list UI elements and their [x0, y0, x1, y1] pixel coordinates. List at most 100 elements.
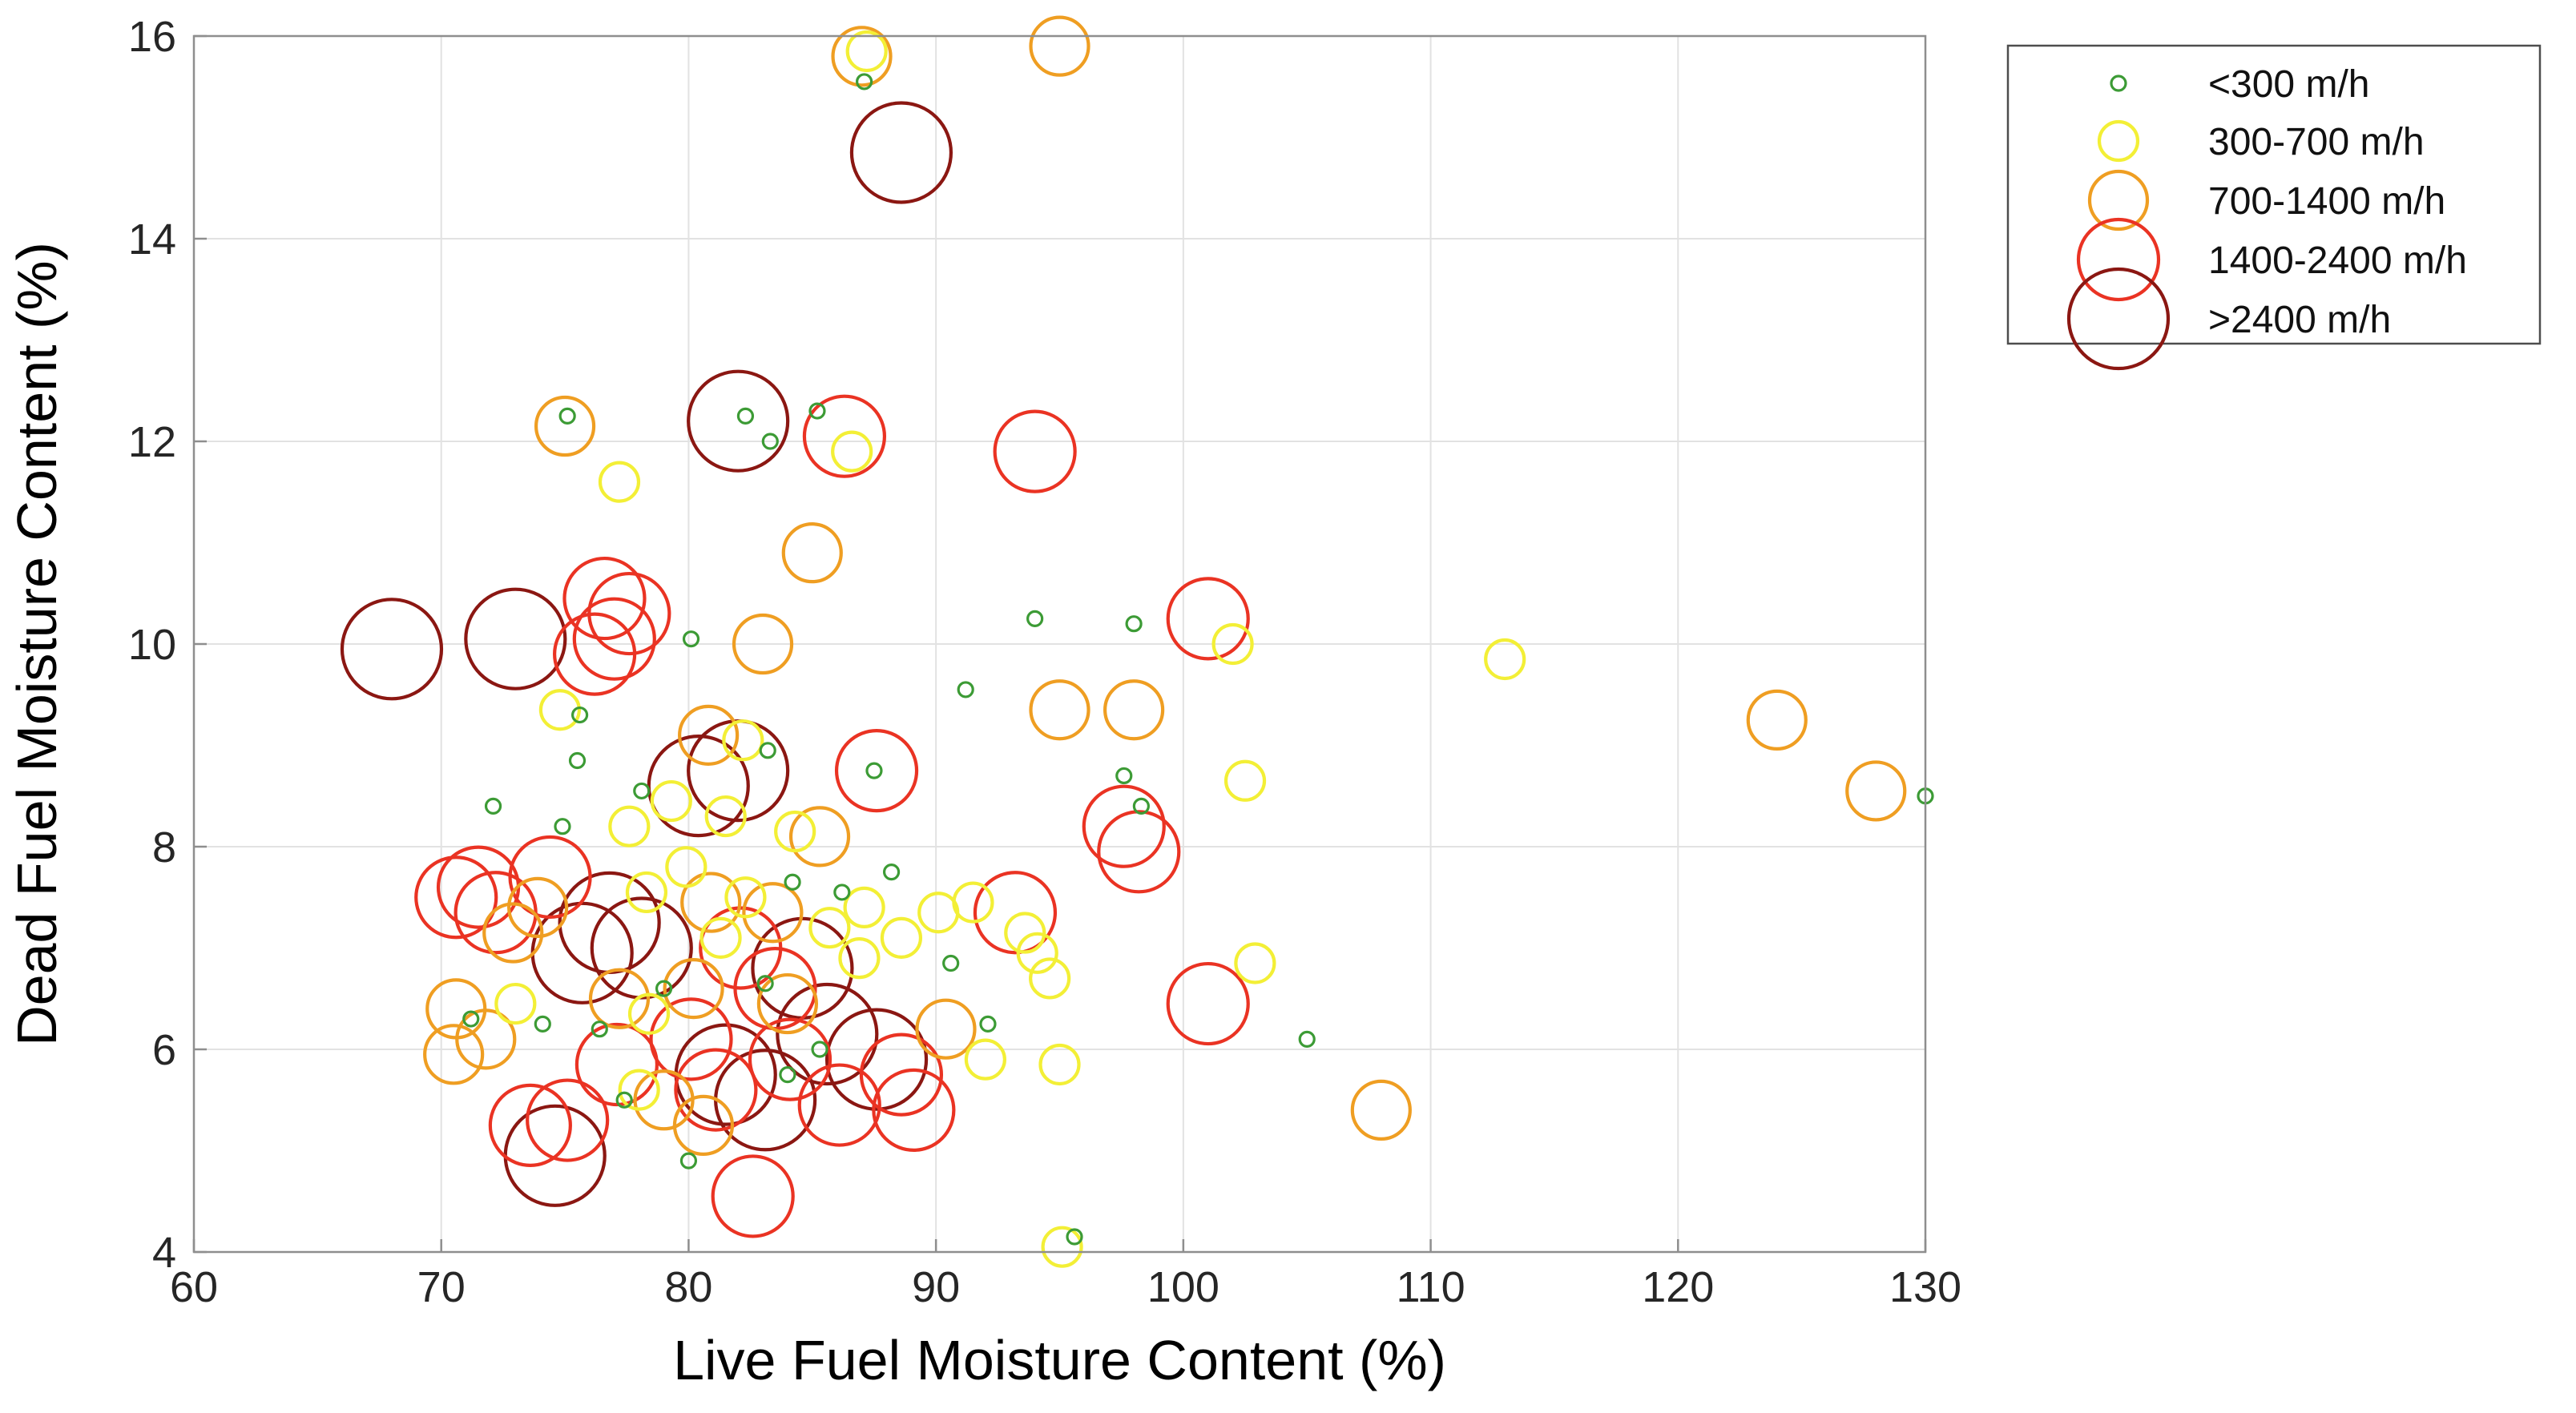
y-tick-label: 6 — [152, 1026, 176, 1074]
data-point — [845, 30, 888, 73]
data-point — [849, 101, 953, 204]
data-point — [508, 835, 592, 920]
data-point — [859, 1033, 944, 1117]
data-point — [650, 779, 692, 823]
data-point — [687, 369, 790, 473]
data-point — [722, 719, 764, 762]
legend-label: 700-1400 m/h — [2208, 180, 2445, 223]
data-point — [1082, 784, 1166, 868]
data-point — [973, 871, 1058, 955]
data-point — [462, 1010, 480, 1028]
data-point — [414, 855, 498, 940]
data-point — [570, 706, 589, 724]
data-point — [915, 998, 977, 1060]
x-tick-label: 80 — [664, 1263, 712, 1311]
legend-label: 300-700 m/h — [2208, 121, 2425, 163]
data-point — [625, 871, 668, 914]
legend: <300 m/h 300-700 m/h 700-1400 m/h 1400-2400… — [2006, 44, 2542, 371]
data-point — [838, 937, 881, 980]
data-point — [574, 1022, 659, 1107]
data-point — [1004, 912, 1046, 954]
x-tick-label: 100 — [1147, 1263, 1219, 1311]
data-point — [618, 1069, 660, 1111]
x-tick-label: 120 — [1642, 1263, 1714, 1311]
data-point — [761, 433, 779, 450]
data-point — [1026, 610, 1044, 627]
data-point — [1845, 760, 1907, 822]
data-point — [756, 972, 819, 1035]
data-point — [797, 1063, 881, 1147]
data-point — [554, 818, 571, 835]
data-point — [678, 704, 740, 766]
data-point — [957, 681, 974, 698]
data-point — [724, 876, 767, 919]
data-point — [538, 689, 581, 731]
data-point — [655, 980, 673, 997]
data-point — [834, 729, 919, 813]
data-point — [598, 461, 641, 503]
data-point — [615, 1091, 633, 1109]
data-point — [802, 394, 887, 478]
data-point — [591, 1020, 608, 1038]
data-point — [784, 873, 801, 891]
data-point — [663, 957, 724, 1020]
data-point — [711, 1154, 795, 1238]
legend-swatch — [2087, 169, 2150, 231]
data-point — [1223, 759, 1267, 802]
data-point — [736, 407, 755, 425]
data-point — [534, 395, 596, 457]
data-point — [553, 612, 637, 696]
data-point — [1041, 1226, 1083, 1268]
data-point — [1029, 679, 1090, 741]
data-point — [882, 863, 901, 881]
data-point — [979, 1015, 997, 1033]
data-point — [423, 1024, 485, 1085]
y-tick-label: 4 — [152, 1229, 176, 1277]
legend-swatch — [2066, 267, 2171, 371]
data-point — [788, 806, 851, 868]
data-point — [526, 1078, 610, 1162]
legend-label: 1400-2400 m/h — [2208, 240, 2467, 282]
data-point — [680, 872, 742, 933]
data-point — [558, 407, 576, 425]
data-point — [672, 1094, 735, 1156]
legend-label: <300 m/h — [2208, 63, 2369, 106]
data-point — [831, 26, 893, 87]
data-point — [779, 1066, 796, 1084]
data-point — [1166, 961, 1250, 1046]
data-point — [464, 587, 567, 690]
data-point — [1115, 767, 1133, 785]
data-point — [682, 630, 700, 648]
data-point — [1746, 689, 1808, 751]
data-point — [482, 902, 544, 964]
data-point — [831, 430, 873, 473]
data-point — [588, 968, 651, 1029]
data-point — [340, 598, 444, 701]
data-point — [568, 751, 587, 770]
data-point — [627, 992, 671, 1035]
data-point — [484, 797, 502, 815]
data-point — [808, 402, 826, 420]
data-point — [674, 1048, 758, 1132]
data-point — [742, 882, 804, 944]
data-point — [1103, 679, 1165, 741]
data-point — [1029, 15, 1090, 77]
x-axis-label: Live Fuel Moisture Content (%) — [673, 1329, 1446, 1391]
data-point — [1038, 1043, 1081, 1086]
x-tick-label: 60 — [170, 1263, 218, 1311]
y-tick-label: 8 — [152, 823, 176, 872]
data-point — [964, 1038, 1006, 1081]
data-point — [833, 884, 851, 901]
x-tick-label: 130 — [1889, 1263, 1961, 1311]
data-point — [679, 1152, 698, 1169]
data-point — [748, 1017, 832, 1101]
data-point — [488, 1083, 572, 1167]
data-point — [507, 876, 569, 939]
data-point — [872, 1068, 956, 1153]
data-point — [647, 734, 750, 838]
data-point — [649, 997, 733, 1081]
legend-label: >2400 m/h — [2208, 299, 2391, 341]
data-point — [633, 782, 651, 800]
